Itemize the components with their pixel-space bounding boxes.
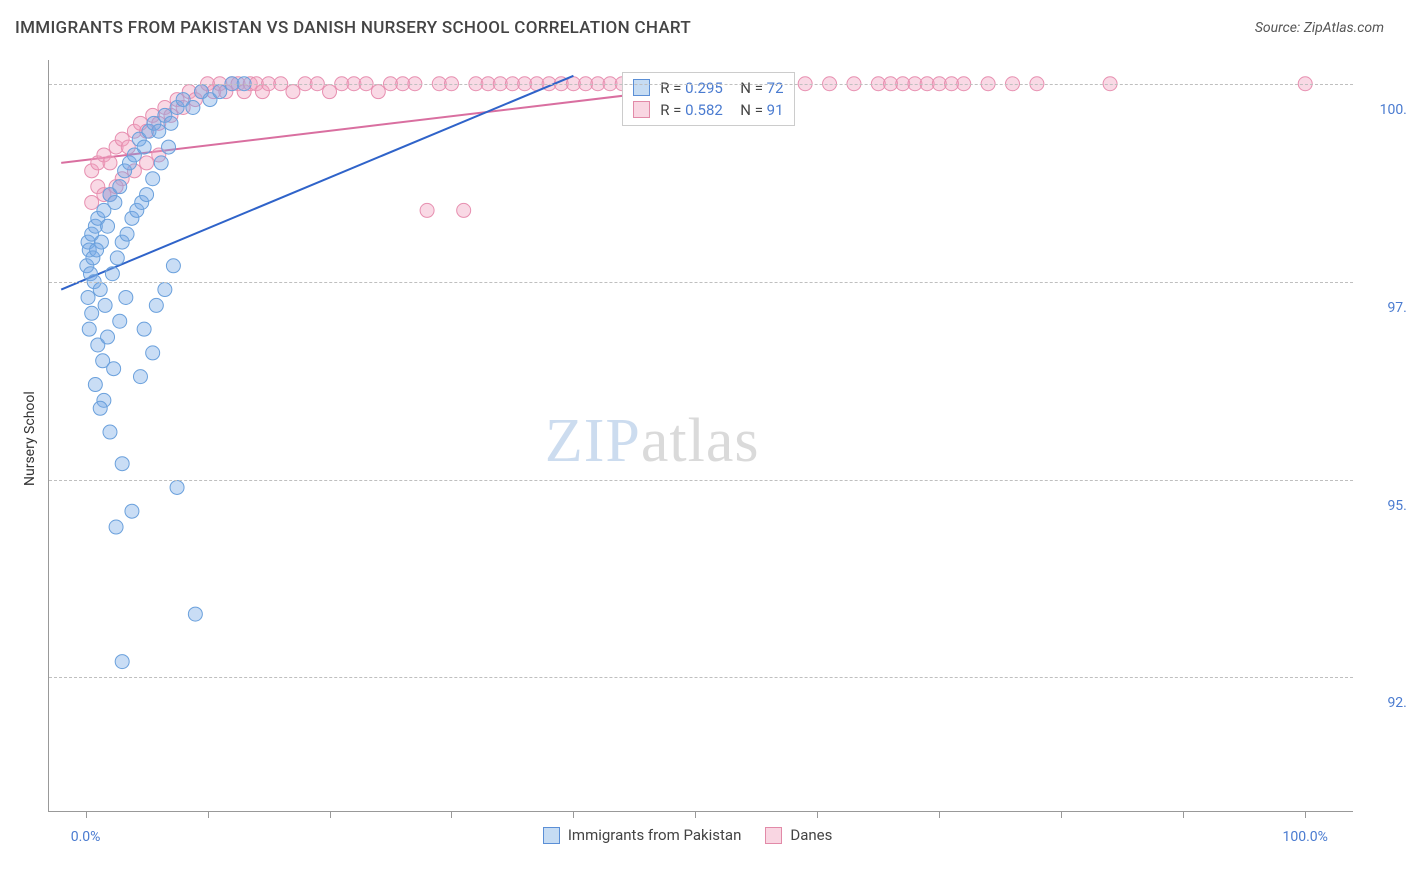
data-point xyxy=(140,188,154,202)
data-point xyxy=(98,298,112,312)
legend-swatch xyxy=(765,827,782,844)
x-tick xyxy=(817,811,818,818)
data-point xyxy=(93,283,107,297)
data-point xyxy=(103,425,117,439)
legend-n-value: N = 72 xyxy=(733,79,784,97)
legend-label: Immigrants from Pakistan xyxy=(568,826,742,844)
x-tick-label: 0.0% xyxy=(71,829,101,845)
legend-item: Immigrants from Pakistan xyxy=(543,826,742,844)
x-tick xyxy=(695,811,696,818)
data-point xyxy=(133,370,147,384)
y-tick-label: 100.0% xyxy=(1365,102,1406,118)
series-legend: Immigrants from Pakistan Danes xyxy=(531,826,845,848)
correlation-legend: R = 0.295 N = 72R = 0.582 N = 91 xyxy=(622,72,794,126)
legend-item: Danes xyxy=(765,826,832,844)
x-tick xyxy=(573,811,574,818)
data-point xyxy=(119,290,133,304)
gridline xyxy=(49,480,1353,481)
legend-swatch xyxy=(633,101,650,118)
data-point xyxy=(146,172,160,186)
x-tick xyxy=(451,811,452,818)
chart-title: IMMIGRANTS FROM PAKISTAN VS DANISH NURSE… xyxy=(15,18,691,38)
x-tick-label: 100.0% xyxy=(1282,829,1327,845)
scatter-plot: ZIPatlas R = 0.295 N = 72R = 0.582 N = 9… xyxy=(48,60,1353,812)
data-point xyxy=(105,267,119,281)
data-point xyxy=(186,100,200,114)
data-point xyxy=(101,330,115,344)
legend-n-value: N = 91 xyxy=(733,101,784,119)
gridline xyxy=(49,282,1353,283)
regression-line xyxy=(61,76,573,290)
data-point xyxy=(166,259,180,273)
x-tick xyxy=(1183,811,1184,818)
data-point xyxy=(213,85,227,99)
data-point xyxy=(109,520,123,534)
legend-row: R = 0.295 N = 72 xyxy=(633,77,783,99)
data-point xyxy=(286,85,300,99)
data-point xyxy=(146,346,160,360)
data-point xyxy=(85,306,99,320)
data-point xyxy=(152,124,166,138)
data-point xyxy=(93,401,107,415)
data-point xyxy=(113,314,127,328)
data-point xyxy=(115,457,129,471)
x-tick xyxy=(1061,811,1062,818)
data-point xyxy=(164,116,178,130)
data-point xyxy=(85,195,99,209)
data-point xyxy=(108,195,122,209)
x-tick xyxy=(939,811,940,818)
data-point xyxy=(113,180,127,194)
y-tick-label: 92.5% xyxy=(1365,695,1406,711)
y-tick-label: 97.5% xyxy=(1365,300,1406,316)
data-point xyxy=(103,156,117,170)
data-point xyxy=(115,655,129,669)
x-tick xyxy=(330,811,331,818)
data-point xyxy=(137,322,151,336)
legend-row: R = 0.582 N = 91 xyxy=(633,99,783,121)
data-point xyxy=(82,322,96,336)
data-point xyxy=(81,290,95,304)
legend-r-value: R = 0.295 xyxy=(660,79,723,97)
data-point xyxy=(90,243,104,257)
data-point xyxy=(420,203,434,217)
data-point xyxy=(162,140,176,154)
data-point xyxy=(158,283,172,297)
source-prefix: Source: xyxy=(1255,20,1304,36)
data-point xyxy=(371,85,385,99)
data-point xyxy=(154,156,168,170)
legend-r-value: R = 0.582 xyxy=(660,101,723,119)
data-point xyxy=(125,504,139,518)
data-point xyxy=(107,362,121,376)
y-axis-title: Nursery School xyxy=(22,391,38,486)
x-tick xyxy=(208,811,209,818)
legend-swatch xyxy=(543,827,560,844)
x-tick xyxy=(1305,811,1306,818)
data-point xyxy=(137,140,151,154)
data-point xyxy=(120,227,134,241)
source-value: ZipAtlas.com xyxy=(1304,20,1384,36)
x-tick xyxy=(86,811,87,818)
source-label: Source: ZipAtlas.com xyxy=(1255,20,1384,36)
gridline xyxy=(49,677,1353,678)
legend-swatch xyxy=(633,79,650,96)
data-point xyxy=(110,251,124,265)
data-point xyxy=(140,156,154,170)
data-point xyxy=(101,219,115,233)
data-point xyxy=(88,378,102,392)
data-point xyxy=(323,85,337,99)
legend-label: Danes xyxy=(790,826,832,844)
data-point xyxy=(188,607,202,621)
plot-svg xyxy=(49,60,1354,812)
gridline xyxy=(49,84,1353,85)
data-point xyxy=(170,480,184,494)
data-point xyxy=(457,203,471,217)
y-tick-label: 95.0% xyxy=(1365,498,1406,514)
data-point xyxy=(149,298,163,312)
